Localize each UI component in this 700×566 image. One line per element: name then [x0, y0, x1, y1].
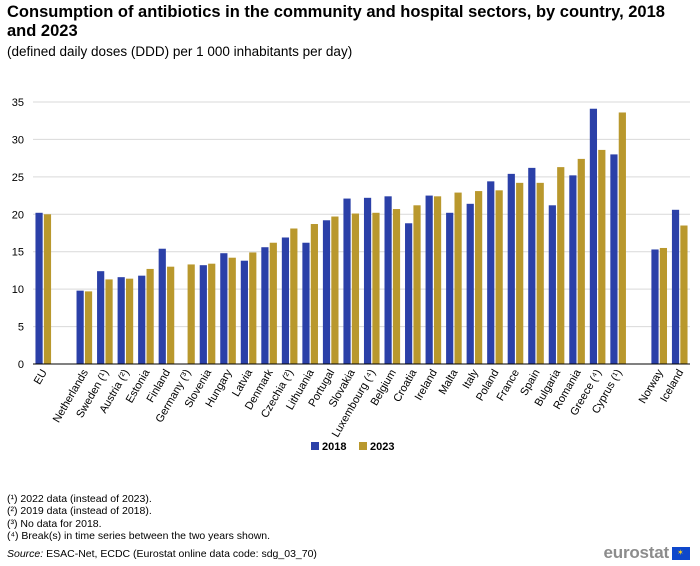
bar-2018	[343, 198, 351, 364]
bar-2018	[322, 220, 331, 364]
bar-2018	[302, 242, 310, 364]
bar-2018	[138, 275, 146, 364]
bar-2023	[433, 196, 442, 364]
bar-2023	[659, 247, 668, 364]
y-tick-label: 5	[18, 322, 24, 334]
source-text: ESAC-Net, ECDC (Eurostat online data cod…	[46, 548, 317, 560]
bar-2018	[261, 247, 269, 364]
footnotes: (¹) 2022 data (instead of 2023). (²) 201…	[7, 493, 270, 543]
bar-2023	[269, 242, 277, 364]
y-tick-label: 25	[12, 172, 24, 184]
x-tick-label: Malta	[437, 367, 461, 397]
bar-2018	[466, 203, 474, 364]
bar-2018	[446, 212, 454, 364]
bar-2018	[117, 277, 125, 364]
bar-2018	[35, 212, 43, 364]
bar-2023	[208, 263, 216, 364]
bar-2023	[557, 167, 565, 364]
y-tick-label: 35	[12, 97, 24, 109]
bar-2018	[671, 209, 680, 364]
bar-2018	[199, 265, 207, 364]
footnote: (⁴) Break(s) in time series between the …	[7, 530, 271, 543]
bar-2023	[392, 209, 401, 364]
bar-2023	[167, 266, 175, 364]
legend-swatch-2018	[311, 442, 319, 450]
y-tick-label: 30	[12, 134, 24, 146]
bar-2023	[372, 212, 380, 364]
bar-2018	[281, 237, 290, 364]
eu-flag-icon	[672, 546, 690, 560]
chart-title: Consumption of antibiotics in the commun…	[7, 3, 665, 40]
bar-2018	[405, 223, 413, 364]
bar-2018	[363, 197, 372, 364]
y-tick-label: 0	[18, 359, 24, 371]
bar-2023	[516, 182, 524, 364]
footnote: (³) No data for 2018.	[7, 517, 102, 530]
bar-2018	[76, 290, 84, 364]
footnote: (²) 2019 data (instead of 2018).	[7, 505, 152, 518]
bar-2023	[413, 205, 421, 364]
bar-2023	[187, 264, 195, 364]
bar-2018	[158, 248, 166, 364]
bar-2018	[220, 253, 228, 364]
bar-2018	[569, 175, 577, 364]
bar-2018	[97, 271, 105, 364]
legend-label: 2023	[370, 441, 394, 453]
source-note: Source: ESAC-Net, ECDC (Eurostat online …	[7, 548, 317, 560]
bar-2023	[618, 112, 626, 364]
bar-2023	[577, 158, 585, 364]
x-tick-label: EU	[32, 367, 50, 386]
bar-2018	[487, 181, 495, 364]
bar-2023	[536, 182, 544, 364]
y-tick-label: 15	[12, 247, 24, 259]
bar-2023	[105, 279, 113, 364]
bar-2018	[425, 195, 433, 364]
bar-2018	[610, 154, 618, 364]
bar-2018	[507, 173, 515, 364]
bar-2023	[475, 191, 483, 364]
bar-2023	[228, 257, 236, 364]
logo-text: eurostat	[603, 543, 670, 562]
bar-2018	[240, 260, 248, 364]
legend-swatch-2023	[359, 442, 367, 450]
bar-2023	[146, 268, 154, 364]
legend-label: 2018	[322, 441, 346, 453]
eurostat-logo: eurostat	[604, 543, 690, 563]
bar-2018	[589, 108, 598, 364]
y-tick-label: 20	[12, 209, 24, 221]
bar-2023	[331, 216, 339, 364]
bar-2023	[290, 228, 298, 364]
bar-2023	[454, 192, 462, 364]
bar-2023	[351, 213, 360, 364]
bar-2023	[84, 291, 93, 364]
bar-2023	[680, 225, 688, 364]
x-tick-label: Italy	[461, 367, 482, 391]
y-tick-label: 10	[12, 284, 24, 296]
bar-2023	[249, 252, 257, 364]
bar-2018	[384, 196, 392, 364]
bar-2018	[548, 205, 556, 364]
bar-2018	[651, 249, 659, 364]
bar-2023	[598, 149, 606, 364]
bar-2023	[43, 214, 52, 364]
bar-2018	[528, 167, 536, 364]
bar-2023	[310, 224, 318, 364]
source-label: Source:	[7, 548, 44, 560]
bar-2023	[125, 278, 134, 364]
bar-2023	[495, 190, 503, 364]
chart-subtitle: (defined daily doses (DDD) per 1 000 inh…	[7, 44, 353, 59]
footnote: (¹) 2022 data (instead of 2023).	[7, 493, 152, 505]
